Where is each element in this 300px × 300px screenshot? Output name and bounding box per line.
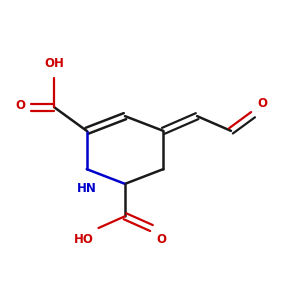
Text: O: O xyxy=(257,97,268,110)
Text: O: O xyxy=(156,233,166,246)
Text: OH: OH xyxy=(44,58,64,70)
Text: HO: HO xyxy=(74,233,94,246)
Text: HN: HN xyxy=(77,182,97,195)
Text: O: O xyxy=(16,99,26,112)
